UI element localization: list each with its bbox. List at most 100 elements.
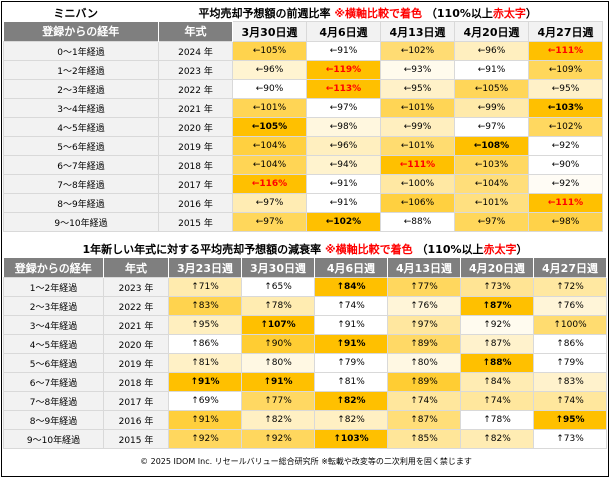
value-cell: ↑91%	[168, 372, 242, 392]
year-cell: 2020 年	[158, 117, 233, 137]
value-cell: ←105%	[232, 41, 307, 61]
year-cell: 2017 年	[158, 174, 233, 194]
value-cell: ←99%	[380, 117, 455, 137]
value-cell: ↑76%	[533, 296, 607, 316]
elapsed-cell: 4～5年経過	[3, 334, 104, 354]
table-row: 7～8年経過 2017 年 ←116% ←91% ←100% ←104% ←92%	[3, 174, 603, 194]
value-cell: ↑71%	[168, 277, 242, 297]
value-cell: ↑82%	[241, 410, 315, 430]
value-cell: ↑74%	[460, 391, 534, 411]
value-cell: ↑79%	[314, 353, 388, 373]
value-cell: ↑74%	[387, 391, 461, 411]
table-title-note4: ）	[525, 6, 537, 20]
table-row: 9～10年経過 2015 年 ↑92% ↑92% ↑103% ↑85% ↑82% ↑73%	[3, 429, 607, 449]
value-cell: ←91%	[306, 193, 381, 213]
value-cell: ←93%	[380, 60, 455, 80]
value-cell: ←113%	[306, 79, 381, 99]
year-cell: 2022 年	[158, 79, 233, 99]
header-elapsed: 登録からの経年	[3, 21, 159, 42]
year-cell: 2019 年	[158, 136, 233, 156]
table-row: 3～4年経過 2021 年 ↑95% ↑107% ↑91% ↑97% ↑92% ↑100%	[3, 315, 607, 335]
vehicle-category: ミニバン	[53, 6, 99, 20]
table-title: 平均売却予想額の前週比率 ※横軸比較で着色 （110%以上赤太字）	[159, 4, 603, 22]
column-header: 4月13日週	[380, 21, 455, 42]
year-cell: 2016 年	[103, 410, 169, 430]
value-cell: ↑84%	[314, 277, 388, 297]
value-cell: ←97%	[232, 212, 307, 232]
value-cell: ←97%	[454, 212, 529, 232]
value-cell: ←90%	[528, 155, 603, 175]
value-cell: ↑74%	[314, 296, 388, 316]
value-cell: ←95%	[528, 79, 603, 99]
value-cell: ↑81%	[168, 353, 242, 373]
elapsed-cell: 1～2年経過	[3, 60, 159, 80]
value-cell: ←108%	[454, 136, 529, 156]
header-row: 登録からの経年 年式 3月23日週 3月30日週 4月6日週 4月13日週 4月…	[3, 258, 607, 278]
value-cell: ↑103%	[314, 429, 388, 449]
value-cell: ↑83%	[168, 296, 242, 316]
value-cell: ↑90%	[241, 334, 315, 354]
elapsed-cell: 8～9年経過	[3, 193, 159, 213]
year-cell: 2017 年	[103, 391, 169, 411]
elapsed-cell: 4～5年経過	[3, 117, 159, 137]
table-title-note3: 赤太字	[492, 6, 526, 20]
header-year: 年式	[158, 21, 233, 42]
value-cell: ←116%	[232, 174, 307, 194]
copyright-footer: © 2025 IDOM Inc. リセールバリュー総合研究所 ※転載や改変等の二…	[140, 457, 472, 466]
value-cell: ↑87%	[387, 410, 461, 430]
value-cell: ↑69%	[168, 391, 242, 411]
value-cell: ←106%	[380, 193, 455, 213]
value-cell: ←92%	[528, 174, 603, 194]
value-cell: ↑91%	[314, 315, 388, 335]
table-row: 3～4年経過 2021 年 ←101% ←97% ←101% ←99% ←103%	[3, 98, 603, 118]
value-cell: ←105%	[454, 79, 529, 99]
table-title-note: ※横軸比較で着色	[324, 243, 413, 256]
value-cell: ↑72%	[533, 277, 607, 297]
value-cell: ↑74%	[533, 391, 607, 411]
year-cell: 2015 年	[103, 429, 169, 449]
value-cell: ←97%	[454, 117, 529, 137]
year-cell: 2021 年	[103, 315, 169, 335]
value-cell: ←94%	[306, 155, 381, 175]
column-header: 3月30日週	[232, 21, 307, 42]
value-cell: ↑86%	[168, 334, 242, 354]
value-cell: ↑87%	[460, 296, 534, 316]
value-cell: ←99%	[454, 98, 529, 118]
value-cell: ↑78%	[241, 296, 315, 316]
value-cell: ↑76%	[387, 296, 461, 316]
value-cell: ←97%	[232, 193, 307, 213]
value-cell: ↑78%	[460, 410, 534, 430]
value-cell: ←98%	[306, 117, 381, 137]
value-cell: ↑91%	[241, 372, 315, 392]
value-cell: ←95%	[380, 79, 455, 99]
column-header: 4月6日週	[306, 21, 381, 42]
weekly-ratio-table: ミニバン 平均売却予想額の前週比率 ※横軸比較で着色 （110%以上赤太字） 登…	[3, 4, 603, 232]
value-cell: ↑95%	[533, 410, 607, 430]
value-cell: ↑91%	[314, 334, 388, 354]
header-row: 登録からの経年 年式 3月30日週 4月6日週 4月13日週 4月20日週 4月…	[3, 21, 603, 42]
value-cell: ←92%	[528, 136, 603, 156]
value-cell: ←105%	[232, 117, 307, 137]
value-cell: ↑82%	[460, 429, 534, 449]
value-cell: ↑82%	[314, 391, 388, 411]
value-cell: ←104%	[454, 174, 529, 194]
column-header: 4月27日週	[533, 258, 607, 278]
value-cell: ←91%	[454, 60, 529, 80]
elapsed-cell: 3～4年経過	[3, 315, 104, 335]
elapsed-cell: 7～8年経過	[3, 174, 159, 194]
table-row: 2～3年経過 2022 年 ↑83% ↑78% ↑74% ↑76% ↑87% ↑76%	[3, 296, 607, 316]
table-row: 2～3年経過 2022 年 ←90% ←113% ←95% ←105% ←95%	[3, 79, 603, 99]
table-row: 1～2年経過 2023 年 ←96% ←119% ←93% ←91% ←109%	[3, 60, 603, 80]
year-cell: 2018 年	[158, 155, 233, 175]
column-header: 4月6日週	[314, 258, 388, 278]
value-cell: ←101%	[380, 98, 455, 118]
value-cell: ←91%	[306, 41, 381, 61]
value-cell: ↑81%	[314, 372, 388, 392]
header-elapsed: 登録からの経年	[3, 258, 104, 278]
table-title: 1年新しい年式に対する平均売却予想額の減衰率 ※横軸比較で着色 （110%以上赤…	[4, 240, 607, 258]
value-cell: ↑92%	[168, 429, 242, 449]
value-cell: ←101%	[232, 98, 307, 118]
header-year: 年式	[103, 258, 169, 278]
column-header: 4月20日週	[460, 258, 534, 278]
value-cell: ←109%	[528, 60, 603, 80]
